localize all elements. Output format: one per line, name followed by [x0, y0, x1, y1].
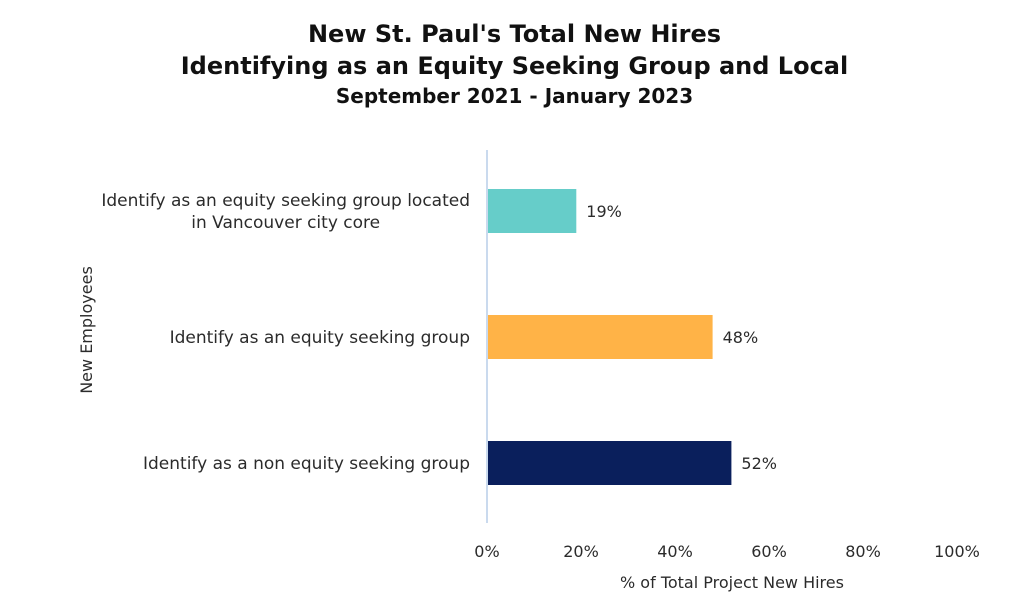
chart-title-block: New St. Paul's Total New Hires Identifyi… [0, 18, 1029, 110]
x-tick-label-2: 20% [563, 542, 599, 561]
category-label-1: Identify as an equity seeking group loca… [101, 191, 470, 233]
x-tick-label-6: 100% [934, 542, 980, 561]
x-axis-title: % of Total Project New Hires [620, 573, 844, 592]
data-label-1: 19% [586, 202, 622, 221]
bar-3 [488, 441, 732, 485]
x-tick-label-4: 60% [751, 542, 787, 561]
x-tick-label-3: 40% [657, 542, 693, 561]
x-tick-label-1: 0% [474, 542, 499, 561]
chart-subtitle: September 2021 - January 2023 [335, 84, 694, 108]
chart-title-line-2: Identifying as an Equity Seeking Group a… [180, 52, 849, 80]
bar-1 [488, 189, 577, 233]
x-tick-label-5: 80% [845, 542, 881, 561]
data-label-2: 48% [723, 328, 759, 347]
bar-2 [488, 315, 713, 359]
chart-title-line-1: New St. Paul's Total New Hires [307, 20, 722, 48]
y-axis-title: New Employees [77, 266, 96, 394]
category-label-3: Identify as a non equity seeking group [143, 454, 470, 474]
data-label-3: 52% [741, 454, 777, 473]
category-label-2: Identify as an equity seeking group [170, 328, 470, 348]
